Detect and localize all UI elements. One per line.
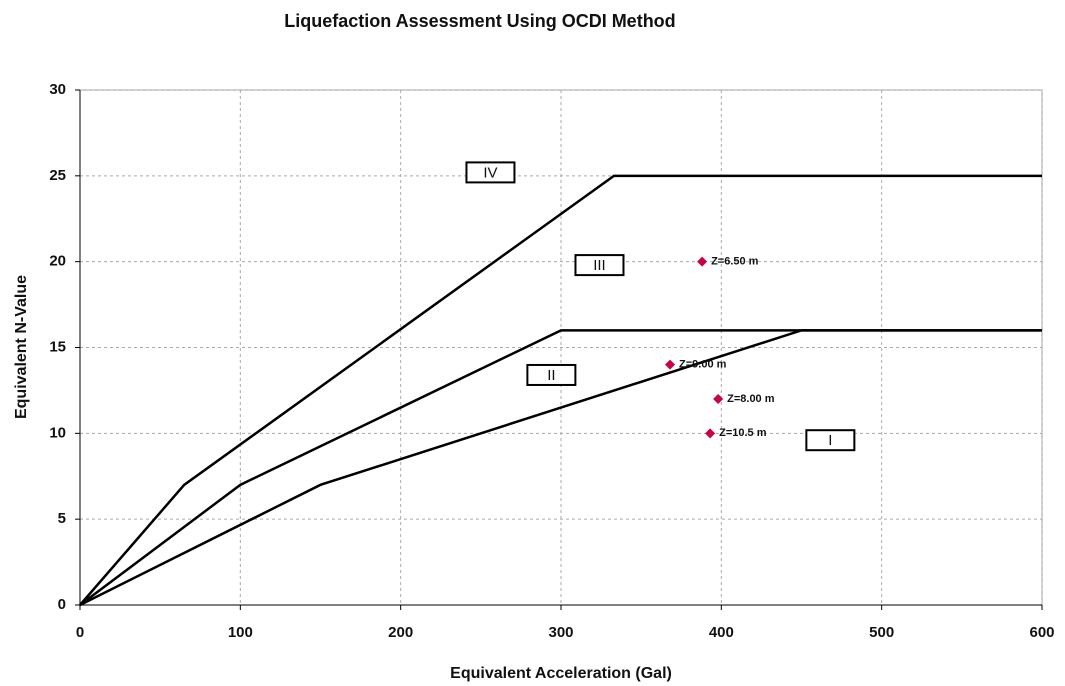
x-tick-label: 500 xyxy=(869,624,894,641)
data-point xyxy=(705,428,716,439)
x-tick-label: 0 xyxy=(76,624,84,641)
boundary-line xyxy=(79,174,1042,606)
y-tick-label: 20 xyxy=(49,253,66,270)
zone-box xyxy=(805,429,856,452)
y-tick-label: 5 xyxy=(58,510,66,527)
x-tick-label: 400 xyxy=(709,624,734,641)
point-label: Z=8.00 m xyxy=(727,393,775,405)
y-tick-label: 15 xyxy=(49,338,66,355)
y-tick-label: 25 xyxy=(49,167,66,184)
zone-box xyxy=(574,254,625,277)
zone-box xyxy=(465,161,516,184)
data-point xyxy=(713,394,724,404)
point-label: Z=9.00 m xyxy=(679,359,727,371)
data-point xyxy=(697,256,708,267)
data-point xyxy=(665,359,676,370)
point-label: Z=6.50 m xyxy=(711,256,759,268)
x-tick-label: 100 xyxy=(228,624,253,641)
y-tick-label: 0 xyxy=(58,596,66,613)
zone-box xyxy=(526,363,577,386)
x-tick-label: 600 xyxy=(1029,624,1054,641)
x-axis-title: Equivalent Acceleration (Gal) xyxy=(450,665,672,682)
zone-label: II xyxy=(547,367,555,384)
y-axis-title: Equivalent N-Value xyxy=(13,275,30,419)
x-tick-label: 300 xyxy=(548,624,573,641)
y-tick-label: 10 xyxy=(49,424,66,441)
chart-title: Liquefaction Assessment Using OCDI Metho… xyxy=(284,11,675,31)
boundary-line xyxy=(79,329,1042,607)
zone-label: IV xyxy=(483,164,497,181)
point-label: Z=10.5 m xyxy=(719,427,767,439)
zone-label: III xyxy=(593,257,606,274)
zone-label: I xyxy=(828,432,832,449)
x-tick-label: 200 xyxy=(388,624,413,641)
y-tick-label: 30 xyxy=(49,81,66,98)
